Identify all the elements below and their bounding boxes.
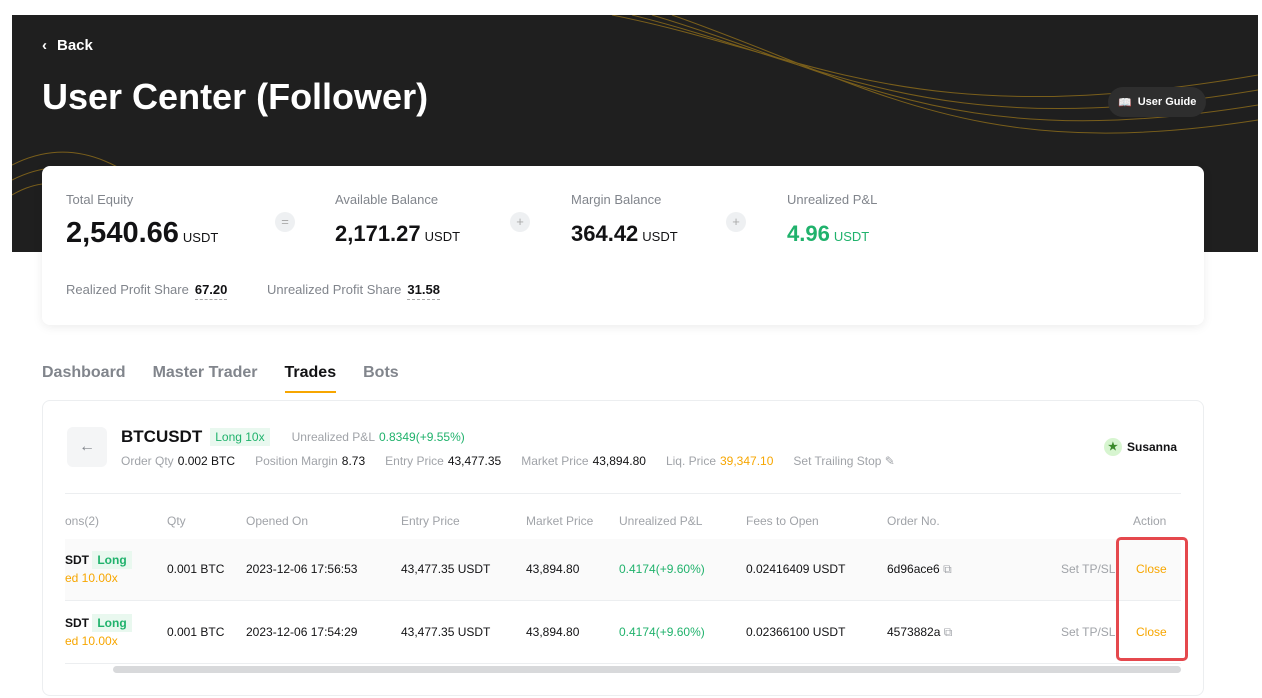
table-row: SDT Long ed 10.00x 0.001 BTC 2023-12-06 … <box>65 602 1181 664</box>
chevron-left-icon: ‹ <box>42 37 47 54</box>
horizontal-scrollbar[interactable] <box>113 666 1181 673</box>
trades-table: ons(2) Qty Opened On Entry Price Market … <box>65 494 1181 664</box>
position-info: Order Qty 0.002 BTC Position Margin 8.73 E… <box>121 454 895 468</box>
unrealized-profit-share[interactable]: Unrealized Profit Share 31.58 <box>267 282 440 300</box>
position-panel: ← BTCUSDT Long 10x Unrealized P&L 0.8349… <box>42 400 1204 696</box>
tab-master-trader[interactable]: Master Trader <box>152 364 258 381</box>
highlight-box <box>1116 537 1188 661</box>
table-row: SDT Long ed 10.00x 0.001 BTC 2023-12-06 … <box>65 539 1181 601</box>
plus-icon: + <box>510 212 530 232</box>
realized-profit-share[interactable]: Realized Profit Share 67.20 <box>66 282 228 300</box>
side-badge: Long 10x <box>210 428 270 446</box>
tab-dashboard[interactable]: Dashboard <box>42 364 126 381</box>
book-icon: 📖 <box>1118 96 1132 109</box>
plus-icon: + <box>726 212 746 232</box>
total-equity: Total Equity 2,540.66 USDT <box>66 192 219 249</box>
available-balance: Available Balance 2,171.27 USDT <box>335 192 461 246</box>
avatar: ★ <box>1103 438 1122 456</box>
position-header: BTCUSDT Long 10x Unrealized P&L 0.8349(+… <box>121 427 465 446</box>
user-guide-button[interactable]: 📖 User Guide <box>1108 87 1207 117</box>
tab-trades[interactable]: Trades <box>284 364 337 393</box>
edit-icon: ✎ <box>884 454 895 468</box>
close-button[interactable]: Close <box>1136 562 1167 576</box>
margin-balance: Margin Balance 364.42 USDT <box>571 192 678 246</box>
set-tpsl-button[interactable]: Set TP/SL <box>1061 562 1116 576</box>
copy-icon[interactable]: ⧉ <box>943 625 953 639</box>
back-link[interactable]: ‹ Back <box>42 37 93 54</box>
unrealized-pnl: Unrealized P&L 4.96 USDT <box>787 192 878 246</box>
tab-bots[interactable]: Bots <box>363 364 399 381</box>
copy-icon[interactable]: ⧉ <box>943 562 952 576</box>
arrow-left-icon: ← <box>79 438 95 455</box>
equals-icon: = <box>275 212 295 232</box>
back-button[interactable]: ← <box>67 427 107 467</box>
summary-card: Total Equity 2,540.66 USDT = Available Bal… <box>42 166 1204 325</box>
divider <box>65 493 1181 494</box>
set-tpsl-button[interactable]: Set TP/SL <box>1061 625 1116 639</box>
close-button[interactable]: Close <box>1136 625 1167 639</box>
tabs: Dashboard Master Trader Trades Bots <box>42 364 399 393</box>
page-title: User Center (Follower) <box>42 76 429 117</box>
trader[interactable]: ★ Susanna <box>1103 438 1177 456</box>
set-trailing-stop-button[interactable]: Set Trailing Stop ✎ <box>793 454 895 468</box>
